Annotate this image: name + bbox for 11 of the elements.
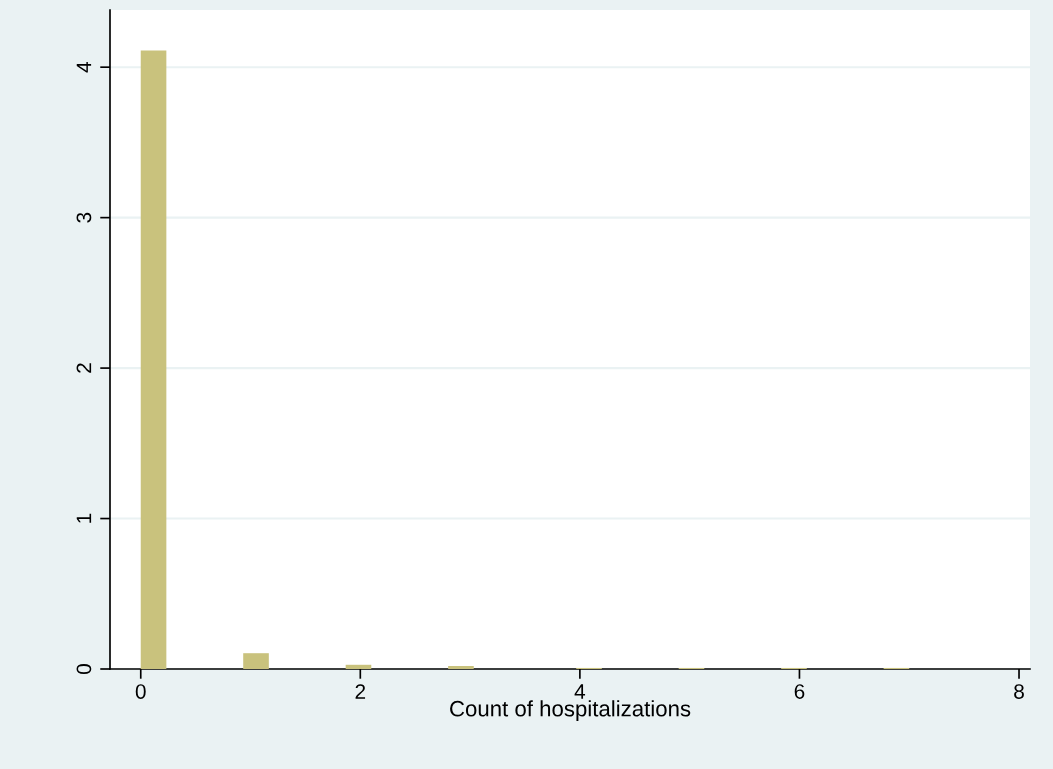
x-tick-label: 2 xyxy=(355,684,366,699)
y-tick-label: 4 xyxy=(76,61,92,73)
x-tick-label: 4 xyxy=(574,684,586,699)
y-tick-label: 0 xyxy=(76,664,92,674)
y-tick-label: 3 xyxy=(76,212,92,223)
x-tick-label: 0 xyxy=(135,684,146,699)
y-tick-label: 2 xyxy=(76,363,92,373)
y-tick-label: 1 xyxy=(76,513,92,523)
x-tick-label: 6 xyxy=(794,684,805,699)
x-axis-title: Count of hospitalizations xyxy=(450,700,691,721)
x-tick-label: 8 xyxy=(1014,684,1024,699)
